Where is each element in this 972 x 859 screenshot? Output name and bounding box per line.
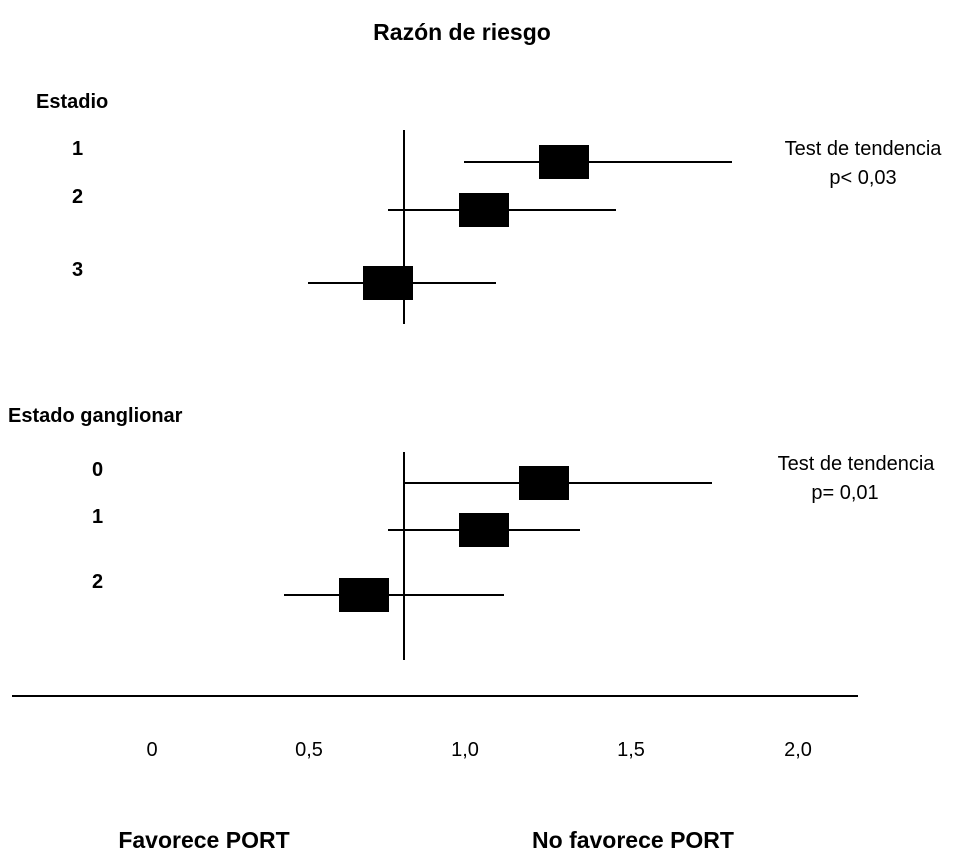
row-label: 1 <box>72 138 83 160</box>
footer-favorece-port: Favorece PORT <box>118 827 289 853</box>
x-axis-ticks: 0 0,5 1,0 1,5 2,0 <box>146 739 811 761</box>
row-label: 2 <box>92 571 103 593</box>
row-label: 0 <box>92 459 103 481</box>
forest-marks: 1 2 3 0 1 2 <box>72 138 732 612</box>
x-tick-label: 0,5 <box>295 739 323 761</box>
chart-title: Razón de riesgo <box>373 19 551 45</box>
estimate-box <box>363 266 413 300</box>
row-label: 2 <box>72 186 83 208</box>
estimate-box <box>459 193 509 227</box>
x-tick-label: 1,0 <box>451 739 479 761</box>
trend-test-label-estadio: Test de tendencia <box>785 138 943 160</box>
x-tick-label: 1,5 <box>617 739 645 761</box>
estimate-box <box>459 513 509 547</box>
row-label: 3 <box>72 259 83 281</box>
footer-no-favorece-port: No favorece PORT <box>532 827 734 853</box>
estimate-box <box>539 145 589 179</box>
estimate-box <box>339 578 389 612</box>
trend-test-p-ganglionar: p= 0,01 <box>811 482 878 504</box>
group-label-estadio: Estadio <box>36 91 108 113</box>
trend-test-p-estadio: p< 0,03 <box>829 167 896 189</box>
x-tick-label: 0 <box>146 739 157 761</box>
x-tick-label: 2,0 <box>784 739 812 761</box>
trend-test-label-ganglionar: Test de tendencia <box>778 453 936 475</box>
estimate-box <box>519 466 569 500</box>
group-label-estado-ganglionar: Estado ganglionar <box>8 405 183 427</box>
row-label: 1 <box>92 506 103 528</box>
